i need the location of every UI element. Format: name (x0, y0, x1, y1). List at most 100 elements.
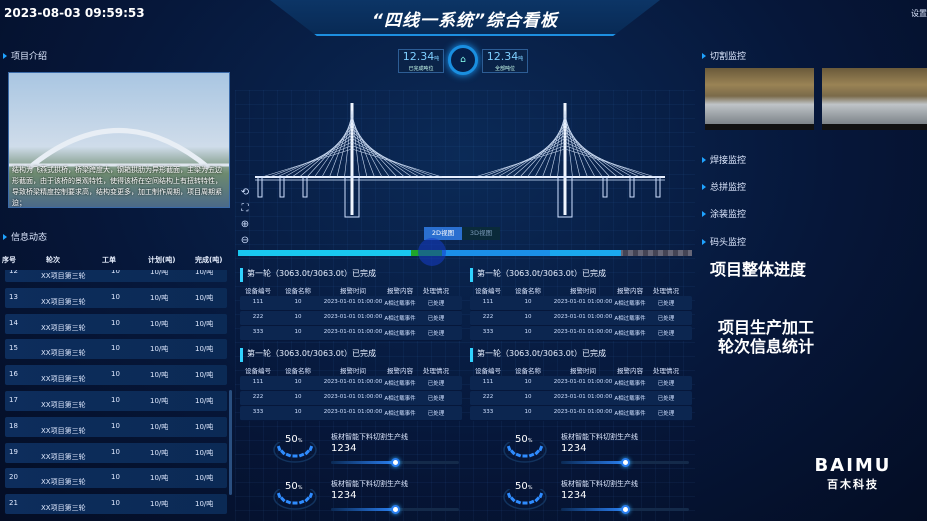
logo-subtext: 百木科技 (827, 478, 879, 491)
camera-feed[interactable] (705, 68, 814, 130)
table-row[interactable]: 14 XX项目第三轮 10 10/吨 10/吨 (5, 313, 227, 334)
building-icon: ⌂ (448, 45, 478, 75)
column-header: 处理情况 (653, 287, 679, 295)
column-header: 报警时间 (340, 287, 366, 295)
logo-text: BAIMU (814, 455, 892, 476)
table-cell: 10 (524, 299, 532, 305)
slider-handle[interactable] (391, 458, 400, 467)
table-row[interactable]: 21 XX项目第三轮 10 10/吨 10/吨 (5, 494, 227, 515)
settings-link[interactable]: 设置 (911, 9, 927, 18)
slider-handle[interactable] (391, 505, 400, 514)
table-cell: A相过载事件 (384, 396, 416, 402)
table-cell: 2023-01-01 01:00:00 (323, 394, 383, 400)
bridge-pier (257, 176, 263, 198)
table-row[interactable]: 19 XX项目第三轮 10 10/吨 10/吨 (5, 442, 227, 463)
monitor-dock[interactable]: 码头监控 (702, 235, 746, 248)
progress-segment (550, 250, 621, 256)
table-row[interactable]: 20 XX项目第三轮 10 10/吨 10/吨 (5, 468, 227, 489)
stay-cable (351, 148, 443, 178)
table-row[interactable]: 333 10 2023-01-01 01:00:00 A相过载事件 已处理 (240, 326, 462, 341)
table-cell: 10/吨 (150, 293, 169, 302)
table-cell: 已处理 (427, 316, 445, 322)
table-row[interactable]: 15 XX项目第三轮 10 10/吨 10/吨 (5, 339, 227, 360)
table-cell: 10 (111, 344, 120, 353)
line-slider[interactable] (331, 458, 459, 467)
rotate-icon[interactable]: ⟲ (240, 187, 250, 198)
line-slider[interactable] (331, 505, 459, 514)
table-row[interactable]: 222 10 2023-01-01 01:00:00 A相过载事件 已处理 (240, 311, 462, 326)
table-cell: 10/吨 (195, 293, 214, 302)
percent-unit: % (527, 438, 533, 444)
table-row[interactable]: 333 10 2023-01-01 01:00:00 A相过载事件 已处理 (240, 406, 462, 421)
table-row[interactable]: 222 10 2023-01-01 01:00:00 A相过载事件 已处理 (470, 391, 692, 406)
table-cell: 12 (9, 267, 18, 275)
table-cell: XX项目第三轮 (41, 504, 86, 513)
table-cell: 2023-01-01 01:00:00 (323, 299, 383, 305)
tab-2d-view[interactable]: 2D视图 (424, 227, 462, 240)
table-cell: A相过载事件 (614, 396, 646, 402)
bridge-pier (655, 176, 661, 198)
line-slider[interactable] (561, 505, 689, 514)
slider-handle[interactable] (621, 505, 630, 514)
panel-title: 第一轮（3063.0t/3063.0t）已完成 (470, 348, 692, 362)
table-cell: 2023-01-01 01:00:00 (553, 299, 613, 305)
zoom-out-icon[interactable]: ⊖ (240, 235, 250, 246)
table-cell: 10/吨 (150, 371, 169, 380)
tab-3d-view[interactable]: 3D视图 (462, 227, 500, 240)
table-cell: 10 (111, 421, 120, 430)
slider-fill (331, 461, 395, 464)
table-row[interactable]: 333 10 2023-01-01 01:00:00 A相过载事件 已处理 (470, 406, 692, 421)
table-row[interactable]: 111 10 2023-01-01 01:00:00 A相过载事件 已处理 (240, 296, 462, 311)
table-row[interactable]: 222 10 2023-01-01 01:00:00 A相过载事件 已处理 (240, 391, 462, 406)
zoom-in-icon[interactable]: ⊕ (240, 219, 250, 230)
table-row[interactable]: 17 XX项目第三轮 10 10/吨 10/吨 (5, 391, 227, 411)
camera-feed[interactable] (822, 68, 927, 130)
bridge-pier (602, 176, 608, 198)
table-cell: 10/吨 (195, 345, 214, 354)
bridge-pier (279, 176, 285, 198)
table-cell: 已处理 (657, 301, 675, 307)
table-cell: A相过载事件 (614, 411, 646, 417)
table-cell: 2023-01-01 01:00:00 (323, 409, 383, 415)
table-row[interactable]: 222 10 2023-01-01 01:00:00 A相过载事件 已处理 (470, 311, 692, 326)
table-cell: 10 (294, 329, 302, 335)
monitor-assembly[interactable]: 总拼监控 (702, 180, 746, 193)
table-row[interactable]: 111 10 2023-01-01 01:00:00 A相过载事件 已处理 (470, 296, 692, 311)
heading-line: 轮次信息统计 (718, 337, 815, 356)
line-slider[interactable] (561, 458, 689, 467)
line-value: 1234 (561, 490, 587, 501)
overall-progress-bar[interactable] (238, 250, 692, 256)
gauge-ring (503, 442, 547, 463)
slider-handle[interactable] (621, 458, 630, 467)
monitor-painting[interactable]: 涂装监控 (702, 207, 746, 220)
scrollbar[interactable] (229, 390, 232, 495)
progress-segment (442, 250, 550, 256)
table-cell: 2023-01-01 01:00:00 (553, 394, 613, 400)
table-row[interactable]: 12 XX项目第三轮 10 10/吨 10/吨 (5, 267, 227, 282)
table-cell: 21 (9, 499, 18, 508)
monitor-cutting[interactable]: 切割监控 (702, 49, 746, 62)
table-row[interactable]: 333 10 2023-01-01 01:00:00 A相过载事件 已处理 (470, 326, 692, 341)
table-cell: 10/吨 (150, 422, 169, 431)
table-cell: 111 (252, 379, 264, 385)
table-cell: 已处理 (427, 396, 445, 402)
column-header: 设备名称 (285, 367, 311, 375)
table-cell: 10 (294, 379, 302, 385)
tonnage-stats: 12.34吨 已完成吨位 ⌂ 12.34吨 全部吨位 (398, 45, 528, 75)
table-row[interactable]: 111 10 2023-01-01 01:00:00 A相过载事件 已处理 (470, 376, 692, 391)
alarm-panel: 第一轮（3063.0t/3063.0t）已完成 设备编号 设备名称 报警时间 报警内容 处… (240, 348, 462, 421)
monitor-welding[interactable]: 焊接监控 (702, 153, 746, 166)
table-row[interactable]: 16 XX项目第三轮 10 10/吨 10/吨 (5, 365, 227, 386)
table-row[interactable]: 111 10 2023-01-01 01:00:00 A相过载事件 已处理 (240, 376, 462, 391)
arch-bridge-illustration (9, 128, 229, 170)
bridge-2d-model[interactable] (240, 95, 690, 225)
table-row[interactable]: 13 XX项目第三轮 10 10/吨 10/吨 (5, 287, 227, 308)
table-cell: 已处理 (657, 331, 675, 337)
stay-cable (261, 148, 353, 178)
table-cell: 已处理 (657, 411, 675, 417)
table-cell: XX项目第三轮 (41, 478, 86, 487)
fullscreen-icon[interactable]: ⛶ (241, 203, 249, 214)
table-cell: 2023-01-01 01:00:00 (323, 379, 383, 385)
table-row[interactable]: 18 XX项目第三轮 10 10/吨 10/吨 (5, 416, 227, 437)
percent-value: 50 (285, 434, 298, 445)
